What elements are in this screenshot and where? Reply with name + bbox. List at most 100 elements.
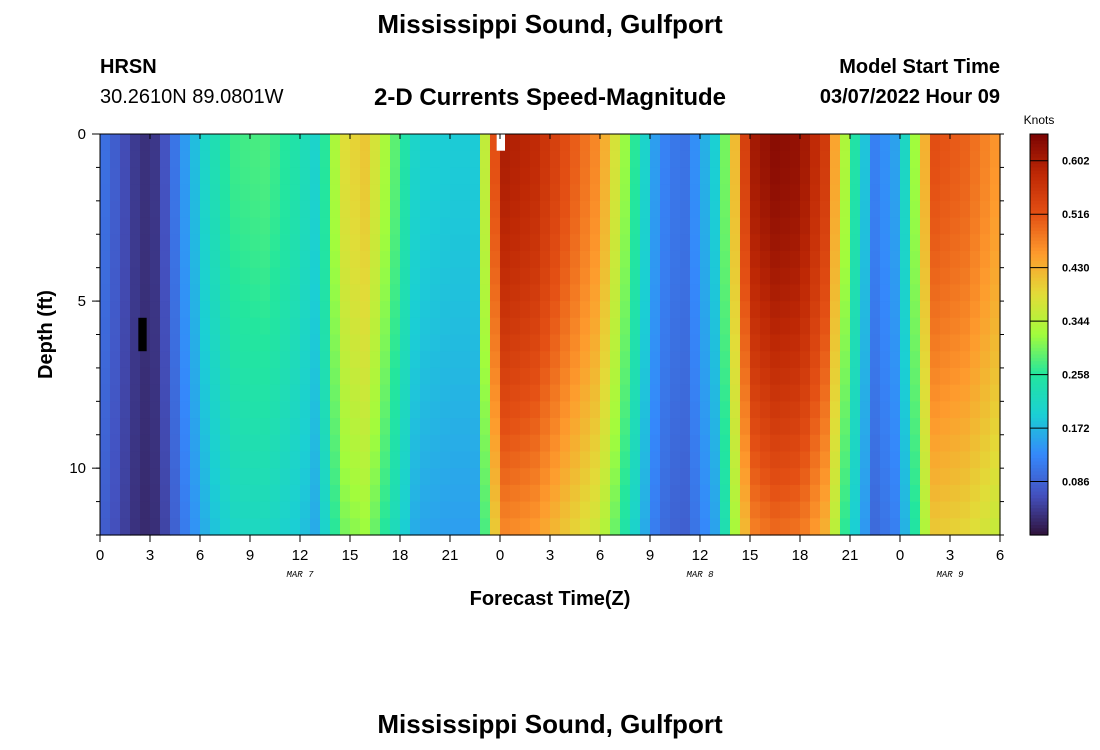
heatmap-cell [800,234,811,252]
heatmap-cell [890,468,901,486]
heatmap-cell [800,284,811,302]
heatmap-cell [600,317,611,336]
heatmap-cell [590,367,601,386]
heatmap-cell [830,484,841,503]
heatmap-cell [750,284,761,302]
heatmap-cell [160,267,171,285]
colorbar-segment [1030,144,1048,148]
heatmap-cell [560,250,571,269]
heatmap-cell [330,384,341,402]
heatmap-cell [210,418,221,436]
heatmap-cell [490,468,501,486]
heatmap-cell [850,518,861,536]
heatmap-cell [590,434,601,453]
heatmap-cell [940,234,951,252]
colorbar-segment [1030,321,1048,326]
heatmap-cell [770,250,781,269]
heatmap-cell [300,384,311,402]
heatmap-cell [920,301,931,319]
heatmap-cell [310,484,321,503]
heatmap-cell [380,501,391,519]
heatmap-cell [720,150,731,169]
heatmap-cell [410,234,421,252]
heatmap-cell [980,234,991,252]
heatmap-cell [280,351,291,369]
heatmap-cell [610,468,621,486]
heatmap-cell [510,200,521,219]
heatmap-cell [260,351,271,369]
heatmap-cell [880,434,891,453]
heatmap-cell [270,434,281,453]
heatmap-cell [230,334,241,352]
heatmap-cell [100,250,111,269]
heatmap-cell [880,284,891,302]
heatmap-cell [540,351,551,369]
heatmap-cell [360,367,371,386]
heatmap-cell [980,250,991,269]
heatmap-cell [930,401,941,419]
heatmap-cell [910,401,921,419]
heatmap-cell [920,484,931,503]
colorbar-segment [1030,227,1048,232]
heatmap-cell [880,267,891,285]
heatmap-cell [470,351,481,369]
colorbar-segment [1030,428,1048,433]
heatmap-cell [740,234,751,252]
heatmap-cell [350,284,361,302]
heatmap-cell [510,267,521,285]
heatmap-cell [820,150,831,169]
heatmap-cell [480,468,491,486]
heatmap-cell [270,184,281,202]
heatmap-cell [930,167,941,185]
heatmap-cell [310,351,321,369]
heatmap-cell [500,351,511,369]
heatmap-cell [370,250,381,269]
heatmap-cell [430,284,441,302]
heatmap-cell [710,418,721,436]
heatmap-cell [930,284,941,302]
heatmap-cell [200,401,211,419]
heatmap-cell [430,384,441,402]
page-title: Mississippi Sound, Gulfport [377,9,723,39]
heatmap-cell [480,267,491,285]
heatmap-cell [720,200,731,219]
heatmap-cell [760,234,771,252]
heatmap-cell [390,367,401,386]
heatmap-cell [150,284,161,302]
heatmap-cell [420,217,431,235]
heatmap-cell [980,200,991,219]
heatmap-cell [760,167,771,185]
heatmap-cell [270,518,281,536]
heatmap-cell [360,384,371,402]
heatmap-cell [930,217,941,235]
heatmap-cell [920,167,931,185]
heatmap-cell [450,250,461,269]
heatmap-cell [150,518,161,536]
heatmap-cell [670,468,681,486]
heatmap-cell [190,250,201,269]
heatmap-cell [570,518,581,536]
heatmap-cell [880,401,891,419]
heatmap-cell [930,518,941,536]
heatmap-cell [980,351,991,369]
heatmap-cell [160,401,171,419]
heatmap-cell [500,468,511,486]
heatmap-cell [780,250,791,269]
heatmap-cell [600,167,611,185]
heatmap-cell [930,418,941,436]
heatmap-cell [940,150,951,169]
heatmap-cell [870,284,881,302]
heatmap-cell [100,351,111,369]
heatmap-cell [630,284,641,302]
heatmap-cell [770,134,781,152]
heatmap-cell [270,134,281,152]
heatmap-cell [110,518,121,536]
heatmap-cell [770,451,781,469]
heatmap-cell [940,200,951,219]
heatmap-cell [960,200,971,219]
heatmap-cell [490,317,501,336]
heatmap-cell [500,484,511,503]
heatmap-cell [260,150,271,169]
heatmap-cell [790,351,801,369]
